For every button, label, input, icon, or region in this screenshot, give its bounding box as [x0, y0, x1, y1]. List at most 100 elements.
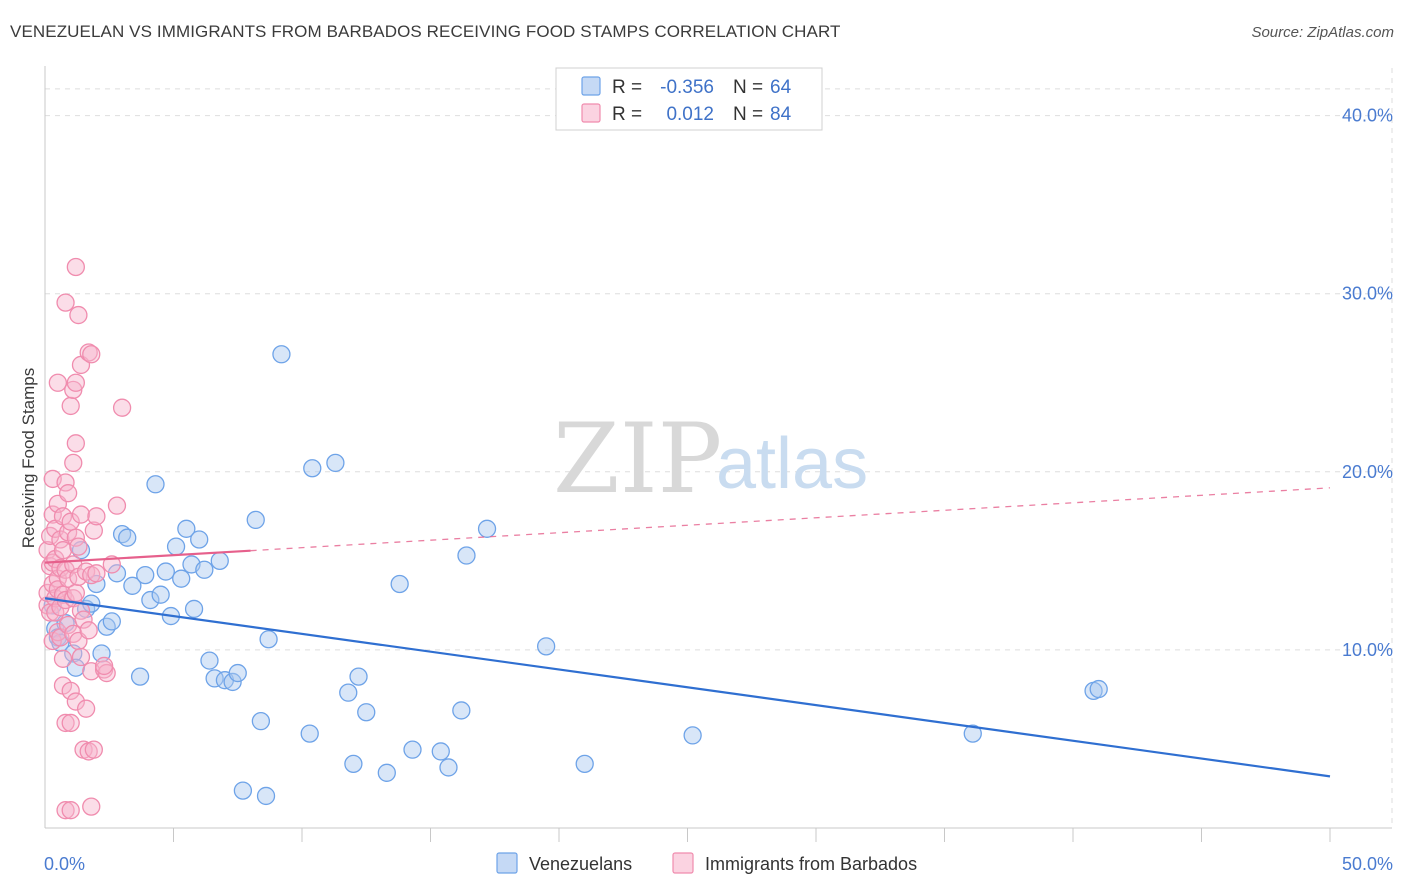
venezuelan-point-49	[349, 667, 368, 686]
venezuelan-point-16	[118, 528, 137, 547]
y-tick-labels: 10.0% 20.0% 30.0% 40.0%	[1342, 106, 1393, 660]
watermark-zip: ZIP	[553, 403, 722, 515]
venezuelan-point-62	[963, 724, 982, 743]
barbados-point-40	[61, 681, 80, 701]
bottom-legend-label-venezuelans: Venezuelans	[529, 854, 632, 874]
barbados-point-35	[58, 484, 78, 503]
trend-line-barbados	[44, 549, 251, 564]
barbados-point-62	[71, 647, 91, 667]
legend-r-value-2: 0.012	[666, 104, 714, 125]
barbados-point-33	[56, 713, 75, 733]
venezuelan-point-61	[683, 726, 702, 745]
barbados-point-49	[66, 257, 85, 277]
x-tick-label-1: 50.0%	[1342, 854, 1393, 874]
watermark-atlas: atlas	[716, 424, 868, 504]
barbados-point-60	[71, 505, 91, 524]
venezuelan-point-32	[200, 651, 219, 670]
barbados-point-68	[79, 621, 98, 640]
venezuelan-point-21	[146, 475, 165, 494]
barbados-point-77	[87, 564, 106, 583]
barbados-point-30	[56, 473, 75, 492]
bottom-legend-swatch-barbados	[672, 852, 694, 874]
venezuelan-point-30	[190, 530, 209, 549]
barbados-point-79	[97, 663, 116, 683]
barbados-point-19	[48, 373, 67, 392]
legend-n-label-2: N =	[733, 104, 763, 125]
barbados-point-29	[56, 293, 75, 312]
venezuelan-point-25	[166, 537, 186, 556]
y-tick-label-1: 20.0%	[1342, 462, 1393, 482]
legend-swatch-venezuelans	[581, 76, 601, 96]
barbados-point-83	[94, 656, 114, 676]
barbados-point-39	[61, 396, 80, 416]
barbados-point-51	[66, 434, 85, 453]
barbados-point-44	[64, 380, 83, 400]
venezuelan-point-22	[151, 585, 170, 604]
y-tick-label-0: 10.0%	[1342, 640, 1393, 660]
barbados-point-45	[64, 453, 83, 473]
barbados-point-80	[102, 555, 121, 574]
barbados-point-53	[66, 583, 85, 603]
watermark: ZIP atlas	[553, 403, 868, 515]
venezuelan-point-57	[457, 546, 476, 565]
venezuelan-point-34	[210, 551, 229, 571]
barbados-point-34	[56, 801, 75, 820]
venezuelan-point-20	[141, 590, 160, 610]
barbados-point-76	[87, 507, 106, 526]
legend-n-value-2: 84	[770, 104, 792, 125]
venezuelan-point-52	[390, 574, 409, 594]
venezuelan-point-45	[303, 459, 322, 478]
legend-swatch-barbados	[581, 103, 601, 123]
venezuelan-point-54	[431, 742, 450, 761]
venezuelan-point-56	[452, 701, 471, 720]
barbados-point-82	[112, 398, 132, 417]
axes	[44, 66, 1392, 842]
bottom-legend-label-barbados: Immigrants from Barbados	[705, 854, 917, 874]
venezuelan-point-27	[177, 519, 196, 538]
venezuelan-point-10	[87, 574, 106, 594]
venezuelan-point-23	[156, 562, 175, 581]
venezuelan-point-41	[256, 786, 276, 806]
trend-lines	[44, 487, 1331, 778]
x-tick-label-0: 0.0%	[44, 854, 85, 874]
barbados-point-5	[40, 603, 60, 622]
barbados-point-55	[69, 305, 88, 325]
venezuelan-point-55	[439, 758, 458, 777]
venezuelan-point-29	[184, 599, 204, 619]
grid-lines	[45, 68, 1393, 828]
barbados-point-50	[66, 373, 85, 392]
venezuelan-point-46	[326, 453, 345, 473]
barbados-point-66	[76, 699, 96, 718]
barbados-point-14	[46, 603, 65, 622]
legend-n-value-1: 64	[770, 77, 792, 98]
venezuelan-point-12	[97, 617, 116, 636]
venezuelan-point-26	[172, 569, 191, 588]
venezuelan-point-31	[195, 560, 214, 579]
venezuelan-point-36	[223, 672, 242, 692]
venezuelan-point-59	[537, 637, 556, 656]
barbados-point-26	[53, 541, 73, 560]
venezuelan-point-51	[377, 763, 396, 782]
venezuelan-point-42	[259, 630, 278, 649]
legend-bottom: Venezuelans Immigrants from Barbados	[496, 852, 917, 874]
barbados-point-81	[107, 496, 127, 515]
y-tick-label-3: 40.0%	[1342, 106, 1393, 126]
source-label: Source: ZipAtlas.com	[1251, 24, 1394, 41]
venezuelan-point-39	[246, 510, 265, 530]
venezuelan-point-37	[228, 663, 247, 683]
y-axis-label: Receiving Food Stamps	[19, 368, 38, 548]
x-tick-labels: 0.0% 50.0%	[44, 854, 1393, 874]
trend-line-venezuelans	[44, 597, 1331, 778]
legend-r-value-1: -0.356	[660, 77, 714, 98]
venezuelan-point-53	[403, 740, 422, 759]
venezuelans-points	[43, 345, 1108, 806]
barbados-point-75	[84, 740, 103, 759]
venezuelan-point-50	[357, 703, 376, 722]
barbados-point-27	[53, 649, 73, 668]
barbados-points	[38, 257, 132, 820]
legend-r-label-1: R =	[612, 77, 642, 98]
barbados-point-63	[74, 610, 93, 629]
barbados-point-74	[84, 521, 103, 540]
venezuelan-point-14	[107, 564, 127, 583]
